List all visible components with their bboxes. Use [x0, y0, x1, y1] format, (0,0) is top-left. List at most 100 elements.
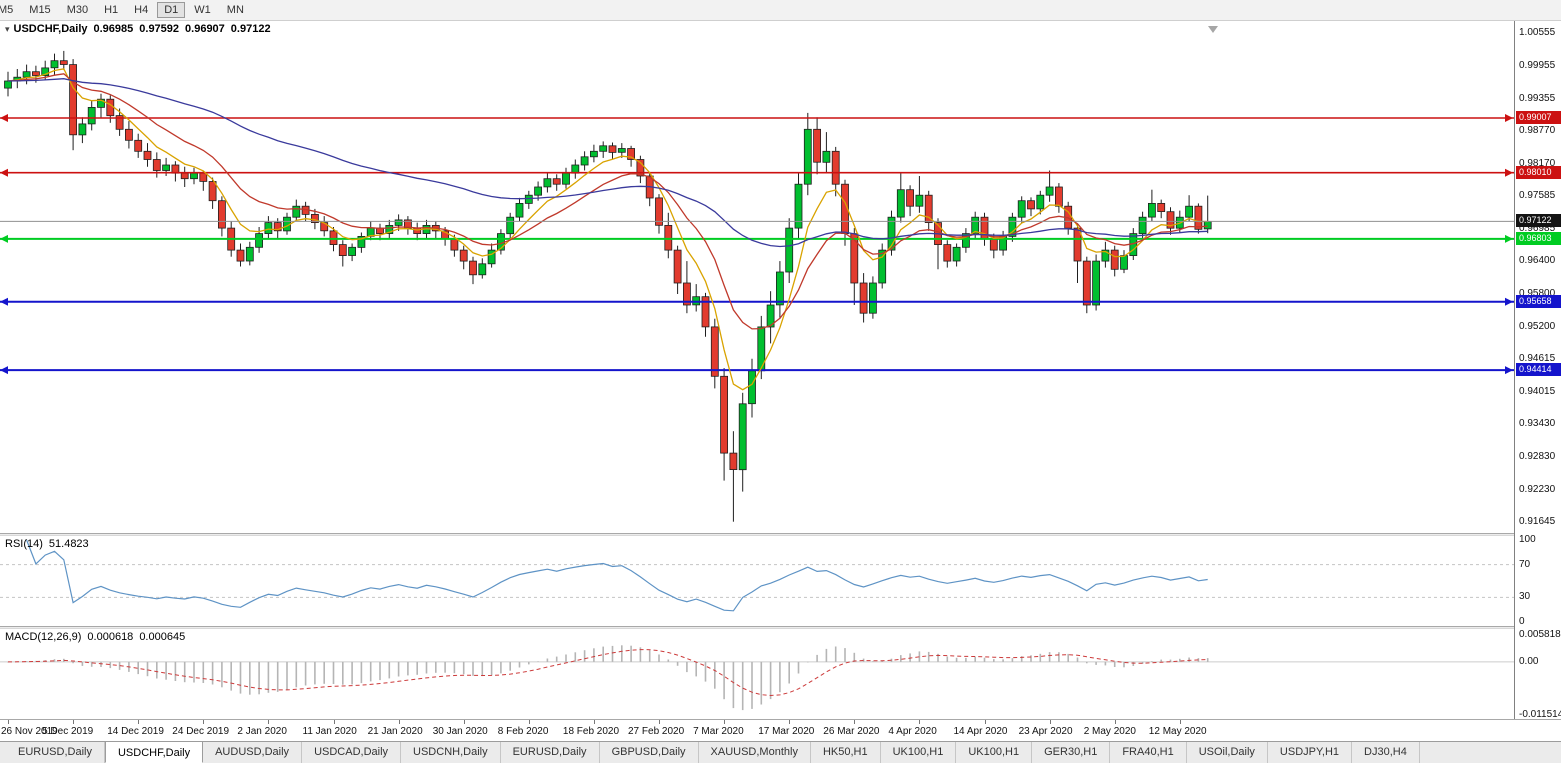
timeframe-button-m30[interactable]: M30 [66, 4, 89, 16]
timeframe-button-w1[interactable]: W1 [194, 4, 211, 16]
timeframe-button-h1[interactable]: H1 [104, 4, 119, 16]
bull-candle [394, 219, 403, 226]
timeframe-button-m15[interactable]: M15 [29, 4, 51, 16]
macd-histogram-bar [1206, 658, 1209, 662]
macd-histogram-bar [202, 661, 205, 683]
time-axis[interactable]: 26 Nov 2019 5 Dec 2019 14 Dec 2019 24 Dec 2… [0, 719, 1561, 741]
time-axis-tick [1114, 720, 1116, 724]
time-axis-tick [463, 720, 465, 724]
macd-histogram-bar [704, 661, 707, 682]
chart-tab-eurusd[interactable]: EURUSD,Daily [6, 742, 105, 763]
chart-tab-usdchf[interactable]: USDCHF,Daily [104, 741, 204, 763]
rsi-indicator-panel[interactable]: RSI(14) 51.4823 [0, 536, 1514, 626]
chart-tab-fra40[interactable]: FRA40,H1 [1110, 742, 1187, 763]
macd-histogram-bar [397, 661, 400, 677]
price-axis[interactable]: 1.00555 0.99955 0.99355 0.98770 0.98170 0.975… [1514, 21, 1561, 720]
chart-tab-uk100[interactable]: UK100,H1 [956, 742, 1033, 763]
macd-histogram-bar [100, 661, 102, 667]
bull-candle [785, 227, 794, 273]
macd-histogram-bar [974, 656, 976, 662]
ma-fast-line [7, 68, 1208, 391]
bear-candle [627, 148, 635, 160]
macd-histogram-bar [407, 661, 409, 676]
macd-indicator-panel[interactable]: MACD(12,26,9) 0.000618 0.000645 [0, 629, 1514, 719]
macd-histogram-bar [1188, 657, 1190, 662]
price-chart-panel[interactable]: ▾ USDCHF,Daily 0.96985 0.97592 0.96907 0.9712… [0, 21, 1514, 533]
bull-candle [915, 194, 924, 207]
bull-candle [264, 222, 273, 235]
bear-candle [329, 230, 338, 245]
rsi-name: RSI(14) [5, 538, 43, 550]
macd-histogram-bar [435, 661, 437, 673]
chart-tab-eurusd[interactable]: EURUSD,Daily [501, 742, 600, 763]
bull-candle [348, 246, 357, 256]
chart-tab-dj30[interactable]: DJ30,H4 [1352, 742, 1420, 763]
chart-tab-usoil[interactable]: USOil,Daily [1187, 742, 1268, 763]
macd-histogram-bar [90, 661, 93, 667]
chart-tab-usdcad[interactable]: USDCAD,Daily [302, 742, 402, 763]
bull-candle [878, 249, 887, 284]
macd-histogram-bar [53, 659, 56, 662]
price-badge: 0.99007 [1516, 110, 1561, 124]
date-axis-label: 27 Feb 2020 [628, 726, 685, 737]
time-axis-tick [203, 720, 205, 724]
bear-candle [710, 326, 719, 377]
timeframe-button-h4[interactable]: H4 [134, 4, 149, 16]
macd-histogram-bar [807, 661, 809, 663]
chart-tab-xauusd[interactable]: XAUUSD,Monthly [699, 742, 811, 763]
panel-divider[interactable] [0, 626, 1561, 629]
candlestick-chart[interactable] [0, 21, 1514, 533]
bull-candle [1036, 194, 1045, 210]
date-axis-label: 23 Apr 2020 [1018, 726, 1073, 737]
bear-candle [115, 115, 124, 130]
macd-histogram-bar [993, 659, 995, 662]
macd-histogram-bar [574, 652, 577, 662]
bull-candle [524, 194, 533, 204]
time-axis-tick [73, 720, 75, 724]
timeframe-button-d1[interactable]: D1 [157, 2, 186, 18]
macd-histogram-bar [369, 661, 372, 682]
chart-tab-hk50[interactable]: HK50,H1 [811, 742, 881, 763]
rsi-axis-label: 100 [1519, 534, 1536, 545]
bull-candle [1203, 220, 1212, 230]
macd-histogram-bar [453, 661, 456, 674]
support-line-green-left-end [0, 234, 8, 243]
chart-symbol-label: USDCHF,Daily [13, 23, 88, 35]
macd-axis-label: 0.00 [1519, 655, 1539, 667]
support-line-blue-lower-right-end [1505, 366, 1513, 375]
macd-histogram-bar [174, 661, 177, 681]
chart-tab-uk100[interactable]: UK100,H1 [881, 742, 957, 763]
bear-candle [701, 296, 710, 328]
bear-candle [199, 172, 208, 182]
symbol-dropdown-icon[interactable]: ▾ [5, 24, 10, 34]
chart-tab-gbpusd[interactable]: GBPUSD,Daily [600, 742, 699, 763]
bull-candle [1185, 205, 1193, 218]
bull-candle [776, 271, 784, 306]
panel-divider[interactable] [0, 533, 1561, 536]
chart-tab-ger30[interactable]: GER30,H1 [1032, 742, 1111, 763]
chart-tab-usdcnh[interactable]: USDCNH,Daily [401, 742, 501, 763]
chart-tab-audusd[interactable]: AUDUSD,Daily [203, 742, 303, 763]
macd-histogram-bar [267, 661, 270, 693]
chart-tab-usdjpy[interactable]: USDJPY,H1 [1268, 742, 1353, 763]
macd-histogram-bar [528, 661, 530, 665]
bear-candle [450, 238, 459, 251]
macd-histogram-bar [1030, 655, 1032, 662]
resistance-line-lower-right-end [1505, 168, 1513, 177]
price-axis-label: 0.91645 [1519, 516, 1556, 528]
bear-candle [831, 150, 840, 185]
bear-candle [217, 200, 226, 229]
price-axis-label: 0.95200 [1519, 320, 1556, 332]
bear-candle [720, 375, 728, 454]
bear-candle [1166, 211, 1175, 229]
macd-histogram-bar [211, 661, 214, 685]
timeframe-button-m5[interactable]: M5 [0, 4, 14, 16]
time-axis-tick [919, 720, 921, 724]
chart-shift-marker[interactable] [1208, 26, 1218, 33]
timeframe-button-mn[interactable]: MN [226, 4, 244, 16]
macd-histogram-bar [7, 661, 9, 663]
bull-candle [190, 172, 198, 180]
price-axis-label: 0.97585 [1519, 190, 1556, 202]
macd-indicator-chart [0, 645, 1514, 711]
